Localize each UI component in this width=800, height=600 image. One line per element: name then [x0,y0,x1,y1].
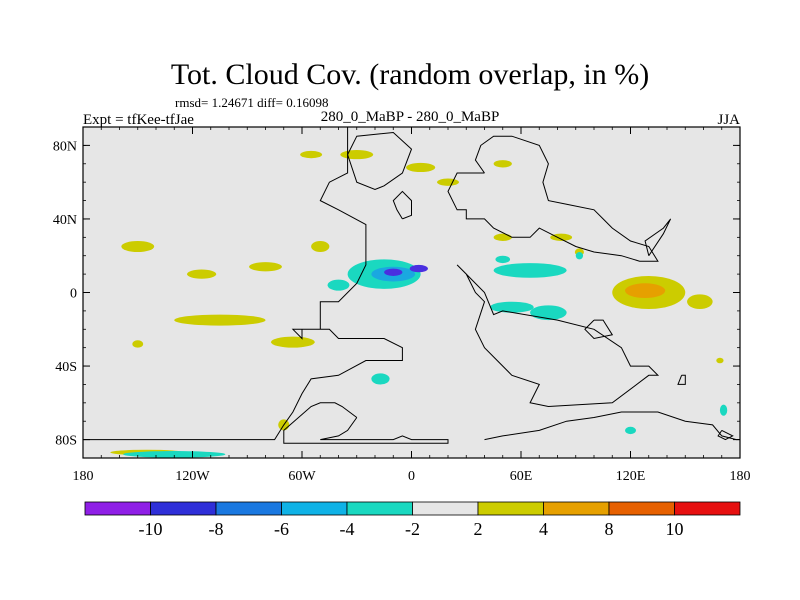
colorbar-label: -6 [274,519,289,539]
colorbar-swatch [150,501,217,516]
continent-outline-layer [83,127,740,444]
anomaly-patch [489,301,534,313]
y-tick-label: 40S [55,360,77,375]
colorbar-label: 2 [474,519,483,539]
anomaly-patch [625,426,636,435]
anomaly-patch [493,160,512,168]
continent-outline [283,402,449,444]
colorbar-label: -2 [405,519,420,539]
colorbar-swatch [281,501,348,516]
anomaly-patch [187,269,217,279]
anomaly-patch [495,255,511,264]
chart-title: Tot. Cloud Cov. (random overlap, in %) [171,58,649,91]
colorbar-swatch [215,501,282,516]
anomaly-patch [371,373,390,385]
anomaly-patch [575,252,584,260]
x-tick-label: 60E [510,469,533,484]
axis-layer: 180 120W 60W 0 60E 120E 180 80N 40N 0 40S 80S [53,126,751,484]
anomaly-patch [300,150,323,159]
colorbar-label: 4 [539,519,548,539]
colorbar-swatch [412,501,479,516]
colorbar-label: -10 [139,519,163,539]
anomaly-patch [716,357,724,364]
colorbar-swatch [84,501,151,516]
anomaly-patch [174,314,266,326]
anomaly-patch [270,336,315,348]
anomaly-patch [687,294,713,310]
continent-outline [347,131,413,191]
continent-outline [392,190,412,220]
anomaly-patch [132,340,144,348]
y-tick-label: 80N [53,139,77,154]
anomaly-patch [550,233,573,242]
expt-label: Expt = tfKee-tfJae [83,112,194,128]
continent-outline [644,218,672,256]
anomaly-patch [123,451,226,458]
x-tick-label: 180 [73,469,94,484]
x-tick-label: 60W [288,469,316,484]
x-tick-label: 120W [175,469,210,484]
anomaly-patch [719,404,728,416]
colorbar-label: 10 [666,519,684,539]
season-label: JJA [717,112,740,128]
colorbar-swatch [477,501,544,516]
colorbar-swatch [543,501,610,516]
continent-outline [484,411,740,441]
continent-outline [584,319,614,340]
anomaly-patch [249,262,282,272]
anomaly-patch [406,162,436,173]
center-label: 280_0_MaBP - 280_0_MaBP [321,109,500,125]
anomaly-patch [409,264,428,273]
anomaly-patch [625,283,666,299]
stats-label: rmsd= 1.24671 diff= 0.16098 [175,95,328,110]
colorbar: -10 -8 -6 -4 -2 2 4 8 10 [84,501,741,539]
anomaly-patch [437,178,459,186]
x-tick-label: 0 [408,469,415,484]
continent-outline [83,127,403,441]
colorbar-label: -4 [340,519,355,539]
x-tick-label: 180 [730,469,751,484]
anomaly-patch [327,279,350,291]
colorbar-swatch [346,501,413,516]
colorbar-swatch [608,501,675,516]
anomaly-patch [311,241,330,253]
y-tick-label: 0 [70,287,77,302]
anomaly-patch [340,149,374,160]
anomaly-patch [530,305,567,321]
colorbar-swatch [674,501,741,516]
anomaly-patch [493,263,567,278]
continent-outline [447,135,659,262]
x-tick-label: 120E [616,469,646,484]
anomaly-patch [493,233,512,242]
colorbar-label: -8 [209,519,224,539]
anomaly-patch [384,268,403,276]
y-tick-label: 80S [55,434,77,449]
continent-outline [677,374,686,385]
colorbar-label: 8 [605,519,614,539]
continent-outline [717,429,734,441]
continent-outline [456,264,660,408]
y-tick-label: 40N [53,213,77,228]
anomaly-patch [121,241,155,253]
